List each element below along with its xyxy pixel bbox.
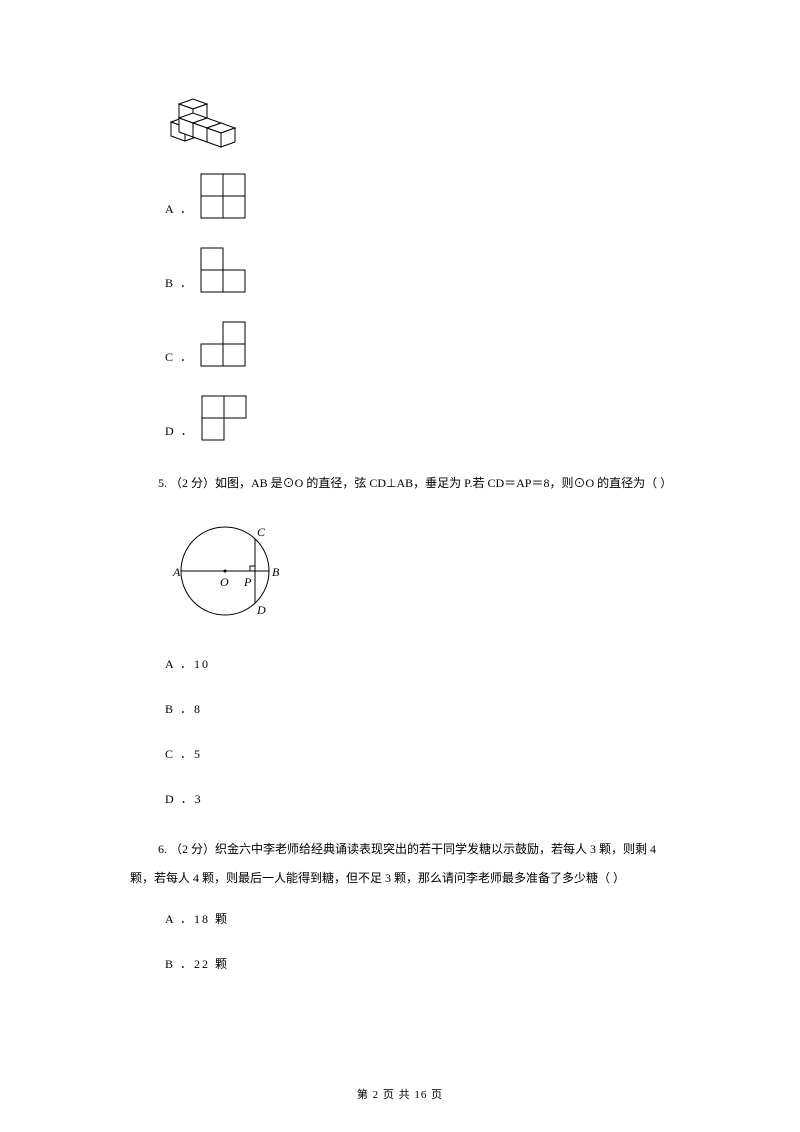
- label-d: D: [256, 603, 266, 617]
- q4-option-c: C ．: [165, 321, 670, 367]
- grid-l-shape-b-icon: [200, 247, 246, 293]
- page-footer: 第 2 页 共 16 页: [0, 1086, 800, 1102]
- label-b: B: [272, 565, 280, 579]
- q6-option-a: A ．18 颗: [165, 910, 670, 927]
- cube-3d-figure: [165, 90, 670, 155]
- q5-option-b: B ．8: [165, 700, 670, 717]
- q4-option-b: B ．: [165, 247, 670, 293]
- q6-text: 6. （2 分）织金六中李老师给经典诵读表现突出的若干同学发糖以示鼓励，若每人 …: [130, 835, 670, 893]
- q5-circle-diagram: A B C D O P: [165, 516, 670, 631]
- q6-option-b: B ．22 颗: [165, 955, 670, 972]
- q5-option-d: D ．3: [165, 790, 670, 807]
- grid-l-shape-d-icon: [201, 395, 247, 441]
- grid-l-shape-c-icon: [200, 321, 246, 367]
- option-label: B ．: [165, 274, 194, 293]
- option-label: C ．: [165, 348, 194, 367]
- option-label: A ．: [165, 200, 194, 219]
- grid-2x2-icon: [200, 173, 246, 219]
- q5-text: 5. （2 分）如图，AB 是⊙O 的直径，弦 CD⊥AB，垂足为 P.若 CD…: [130, 469, 670, 498]
- label-p: P: [243, 575, 252, 589]
- q5-option-a: A ．10: [165, 655, 670, 672]
- label-c: C: [257, 525, 266, 539]
- option-label: D ．: [165, 422, 195, 441]
- q4-option-a: A ．: [165, 173, 670, 219]
- q5-option-c: C ．5: [165, 745, 670, 762]
- label-o: O: [220, 575, 229, 589]
- q4-option-d: D ．: [165, 395, 670, 441]
- page-content: A ． B ． C ．: [130, 90, 670, 972]
- label-a: A: [172, 565, 181, 579]
